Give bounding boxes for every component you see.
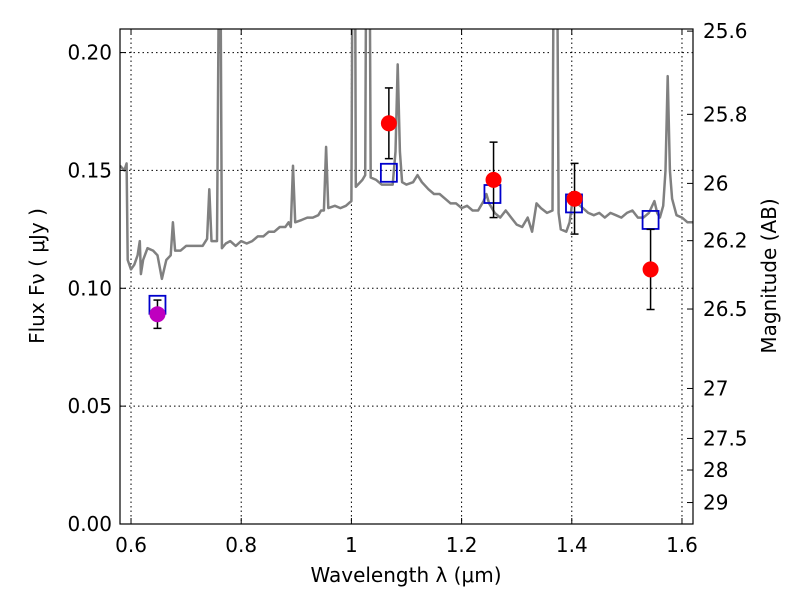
observed-point (566, 190, 583, 207)
right-tick-label: 27.5 (703, 426, 748, 450)
right-tick-label: 29 (703, 491, 728, 515)
model-point (379, 162, 398, 183)
right-axis-title: Magnitude (AB) (757, 198, 781, 353)
observed-point (485, 171, 502, 188)
right-tick-label: 26.2 (703, 229, 748, 253)
right-tick-label: 28 (703, 458, 728, 482)
model-spectrum-line (120, 29, 693, 281)
observed-point (149, 306, 166, 323)
right-tick-label: 27 (703, 376, 728, 400)
y-tick-label: 0.10 (67, 276, 112, 300)
right-tick-label: 25.8 (703, 102, 748, 126)
x-tick-label: 0.6 (115, 533, 147, 557)
model-spectrum-layer (120, 29, 693, 281)
x-tick-label: 1.2 (446, 533, 478, 557)
y-tick-label: 0.20 (67, 41, 112, 65)
observed-point (380, 115, 397, 132)
right-tick-label: 26.5 (703, 297, 748, 321)
y-tick-label: 0.15 (67, 158, 112, 182)
x-tick-label: 1 (345, 533, 358, 557)
observed-point (642, 261, 659, 278)
x-tick-label: 0.8 (225, 533, 257, 557)
x-tick-label: 1.6 (666, 533, 698, 557)
plot-background (120, 29, 693, 524)
y-tick-label: 0.05 (67, 394, 112, 418)
right-tick-label: 26 (703, 171, 728, 195)
observed-points-layer (149, 87, 659, 330)
right-tick-label: 25.6 (703, 19, 748, 43)
axes: 0.6 0.8 1 1.2 1.4 1.6 0.00 0.05 0.10 0.15 0.20 25.6… (67, 19, 747, 557)
x-tick-label: 1.4 (556, 533, 588, 557)
plot-frame (119, 28, 694, 525)
y-tick-label: 0.00 (67, 512, 112, 536)
y-axis-title: Flux Fν ( μJy ) (25, 208, 49, 344)
x-axis-title: Wavelength λ (μm) (310, 563, 501, 587)
